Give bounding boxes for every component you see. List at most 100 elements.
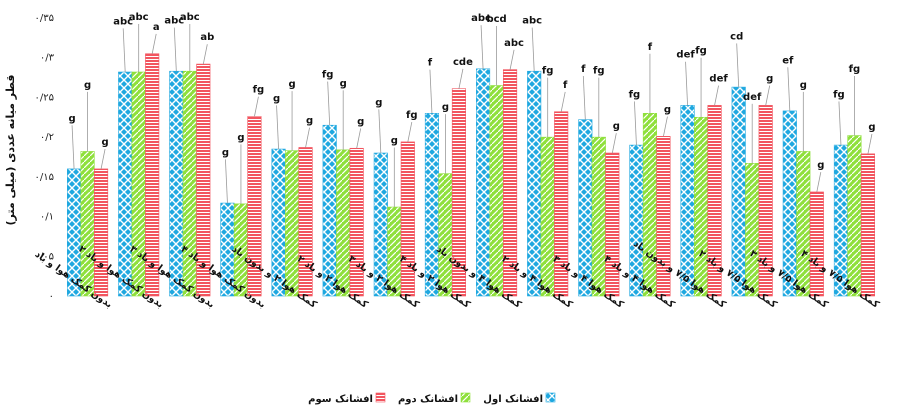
significance-letter: abc [504,38,524,49]
letter-leader-line [225,159,228,204]
significance-letter: g [357,116,364,127]
significance-letter: bcd [486,14,506,25]
letter-leader-line [378,109,382,154]
letter-leader-line [663,116,668,137]
y-axis: ۰ ۰/۰۵ ۰/۱ ۰/۱۵ ۰/۲ ۰/۲۵ ۰/۳ ۰/۳۵ [35,13,55,302]
letter-leader-line [480,25,484,69]
bar-series-2 [591,136,606,297]
legend-swatch [545,392,556,403]
bars [67,53,875,297]
letter-leader-line [787,67,791,111]
significance-letter: fg [629,89,641,100]
letter-leader-line [531,27,535,72]
significance-letter: cd [730,31,743,42]
letter-leader-line [71,125,75,169]
letter-leader-line [151,33,157,54]
significance-letter: g [817,160,824,171]
significance-letter: fg [833,89,845,100]
significance-letter: g [613,121,620,132]
letter-leader-line [407,122,413,142]
significance-letter: fg [593,66,605,77]
significance-letter: g [442,102,449,113]
significance-letter: f [563,80,568,91]
significance-letter: fg [406,110,418,121]
bar-series-1 [476,68,491,297]
letter-leader-line [560,91,566,112]
letter-leader-line [816,172,822,193]
letter-leader-line [509,49,515,70]
letter-leader-line [202,44,208,65]
significance-letter: abc [113,16,133,27]
bar-series-3 [349,147,364,297]
bar-series-1 [118,71,133,297]
significance-letter: fg [542,66,554,77]
legend-label: افشانک دوم [398,394,458,405]
bar-series-2 [796,151,811,297]
letter-leader-line [685,61,688,106]
bar-series-2 [438,173,453,297]
significance-letter: ef [782,55,794,66]
significance-letter: cde [453,57,473,68]
bar-series-1 [731,86,746,297]
significance-letter: g [375,97,382,108]
y-tick-label: ۰ [49,291,54,302]
significance-letter: g [68,113,75,124]
bar-series-2 [694,116,709,297]
letter-leader-line [356,128,362,149]
bar-series-1 [169,70,184,297]
bar-series-2 [847,135,862,297]
y-tick-label: ۰/۳ [40,53,55,64]
letter-leader-line [838,101,842,146]
bar-series-2 [80,151,95,297]
significance-letter: g [306,116,313,127]
letter-leader-line [173,27,177,72]
significance-letter: abc [522,16,542,27]
legend-swatch [375,392,386,403]
bar-series-3 [298,147,313,297]
legend-label: افشانک سوم [308,394,373,405]
letter-leader-line [736,43,740,88]
significance-letter: abc [471,13,491,24]
letter-leader-line [634,101,637,146]
bar-series-3 [809,191,824,297]
bar-series-2 [489,85,504,297]
significance-letter: g [868,122,875,133]
legend-swatch [460,392,471,403]
significance-letter: ab [200,32,214,43]
letter-leader-line [582,75,586,120]
significance-letter: g [766,74,773,85]
y-tick-label: ۰/۱ [40,212,54,223]
bar-series-1 [680,105,695,297]
bar-series-3 [605,152,620,297]
bar-series-3 [94,168,109,297]
significance-letter: fg [322,70,334,81]
legend-label: افشانک اول [483,394,543,405]
y-tick-label: ۰/۱۵ [35,172,54,183]
significance-letter: g [800,80,807,91]
significance-letter: g [664,105,671,116]
y-tick-label: ۰/۲۵ [35,92,54,103]
y-axis-label: قطر میانه عددی (میلی متر) [4,74,17,225]
bar-series-3 [860,153,875,297]
letter-leader-line [254,96,259,117]
bar-series-2 [336,149,351,297]
bar-series-1 [527,70,542,297]
significance-letter: fg [849,64,861,75]
letter-leader-line [714,85,719,106]
letter-leader-line [100,149,106,169]
letter-leader-line [122,28,126,73]
bar-series-1 [424,113,439,297]
significance-letter: def [676,50,695,61]
significance-letter: abc [129,12,149,23]
significance-letter: f [428,58,433,69]
significance-letter: abc [180,12,200,23]
significance-letter: fg [695,46,707,57]
significance-letter: g [237,132,244,143]
bar-series-2 [285,150,300,297]
letter-leader-line [305,127,310,148]
significance-letter: g [391,135,398,146]
letter-leader-line [458,68,464,89]
significance-letter: a [153,22,160,33]
letter-leader-line [429,69,433,114]
